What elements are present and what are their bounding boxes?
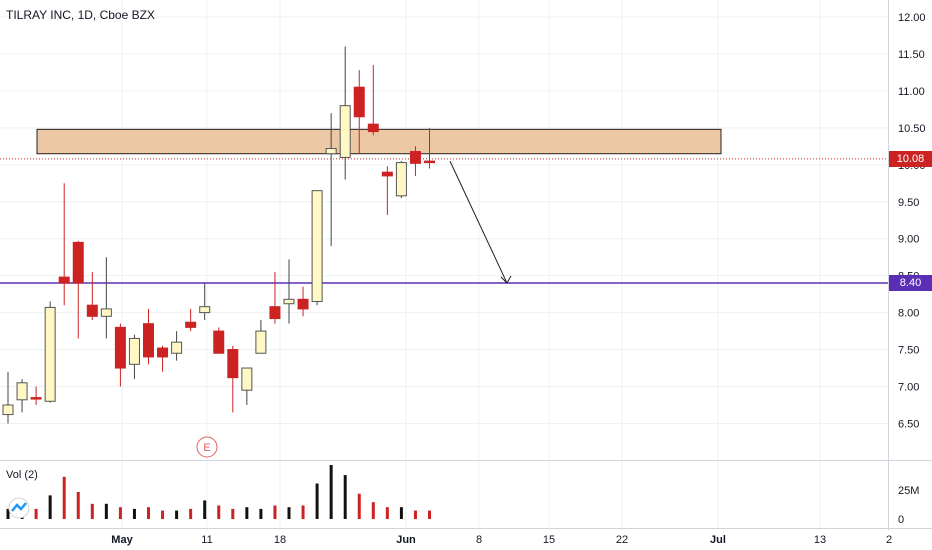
time-tick-label: 8 bbox=[476, 534, 482, 546]
volume-tick-label: 0 bbox=[898, 514, 904, 526]
candle-body bbox=[72, 241, 84, 284]
price-tick-label: 9.00 bbox=[898, 234, 919, 246]
price-tick-label: 7.00 bbox=[898, 382, 919, 394]
candle-body bbox=[325, 148, 337, 155]
candle-body bbox=[353, 86, 365, 118]
volume-bar bbox=[132, 508, 136, 519]
candle-body bbox=[395, 162, 407, 197]
candle-body bbox=[58, 276, 70, 284]
candle-body bbox=[199, 306, 211, 314]
time-tick-label: Jun bbox=[396, 534, 416, 546]
price-tick-label: 7.50 bbox=[898, 345, 919, 357]
earnings-marker-label: E bbox=[203, 442, 210, 454]
volume-bar bbox=[76, 492, 80, 519]
candle-body bbox=[424, 160, 435, 164]
volume-bar bbox=[90, 503, 94, 519]
candle-body bbox=[157, 347, 169, 358]
volume-bar bbox=[245, 507, 249, 519]
candle-body bbox=[171, 341, 183, 354]
volume-bar bbox=[147, 507, 150, 519]
time-tick-label: 22 bbox=[616, 534, 628, 546]
candle-body bbox=[255, 330, 267, 354]
candle-body bbox=[86, 304, 98, 317]
volume-bar bbox=[428, 510, 431, 519]
volume-bar bbox=[189, 508, 193, 519]
volume-label: Vol (2) bbox=[6, 469, 38, 481]
price-tick-label: 9.50 bbox=[898, 197, 919, 209]
volume-bar bbox=[315, 483, 319, 519]
volume-bar bbox=[259, 508, 263, 519]
price-tick-label: 12.00 bbox=[898, 12, 926, 24]
time-tick-label: May bbox=[111, 534, 133, 546]
price-tick-label: 6.50 bbox=[898, 418, 919, 430]
candle-body bbox=[2, 404, 14, 416]
volume-bar bbox=[203, 500, 207, 519]
volume-bar bbox=[34, 508, 38, 519]
candle-body bbox=[227, 349, 239, 379]
candle-body bbox=[409, 150, 421, 164]
candle-body bbox=[114, 326, 126, 369]
candle-body bbox=[297, 298, 309, 310]
volume-bar bbox=[175, 510, 179, 519]
volume-bar bbox=[357, 493, 361, 519]
volume-bar bbox=[217, 505, 221, 519]
candle-body bbox=[213, 330, 225, 354]
volume-bar bbox=[161, 510, 165, 519]
volume-bar bbox=[413, 510, 417, 519]
volume-bar bbox=[62, 476, 66, 519]
price-tick-label: 11.00 bbox=[898, 86, 925, 98]
indicator-logo-glyph bbox=[11, 502, 27, 512]
candle-body bbox=[185, 321, 197, 328]
volume-bar bbox=[343, 475, 347, 519]
time-tick-label: 18 bbox=[274, 534, 286, 546]
volume-bar bbox=[104, 503, 108, 519]
price-tick-label: 10.50 bbox=[898, 123, 926, 135]
time-tick-label: 15 bbox=[543, 534, 555, 546]
candle-body bbox=[44, 306, 56, 402]
volume-tick-label: 25M bbox=[898, 485, 919, 497]
candle-body bbox=[100, 308, 112, 317]
forecast-arrow-head bbox=[500, 275, 512, 284]
candle-body bbox=[241, 367, 253, 391]
candle-body bbox=[128, 337, 140, 365]
price-tick-label: 8.00 bbox=[898, 308, 919, 320]
volume-bar bbox=[48, 495, 52, 519]
volume-bar bbox=[287, 507, 291, 519]
time-tick-label: 11 bbox=[201, 534, 212, 546]
candle-body bbox=[269, 306, 281, 320]
candle-body bbox=[311, 190, 323, 303]
volume-bar bbox=[118, 507, 122, 519]
price-tick-label: 11.50 bbox=[898, 49, 925, 61]
chart-title: TILRAY INC, 1D, Cboe BZX bbox=[6, 8, 155, 22]
candle-body bbox=[283, 298, 295, 305]
volume-bar bbox=[273, 505, 277, 519]
candle-body bbox=[367, 123, 379, 133]
time-tick-label: 13 bbox=[814, 534, 826, 546]
volume-bar bbox=[371, 502, 375, 519]
volume-bar bbox=[301, 505, 305, 519]
candle-body bbox=[381, 171, 393, 177]
candle-body bbox=[339, 105, 351, 158]
candle-body bbox=[30, 397, 42, 400]
volume-bar bbox=[6, 508, 10, 519]
volume-bar bbox=[399, 507, 403, 519]
last-price-badge: 10.08 bbox=[889, 150, 932, 167]
candle-body bbox=[16, 382, 28, 401]
volume-bar bbox=[231, 508, 235, 519]
time-tick-label: Jul bbox=[710, 534, 726, 546]
earnings-marker-icon bbox=[196, 436, 218, 458]
resistance-zone bbox=[36, 128, 722, 155]
level-price-badge: 8.40 bbox=[889, 275, 932, 292]
forecast-arrow bbox=[449, 160, 508, 284]
volume-bar bbox=[385, 507, 389, 519]
volume-bar bbox=[329, 465, 333, 519]
time-tick-label: 2 bbox=[886, 534, 892, 546]
candle-body bbox=[143, 323, 154, 358]
